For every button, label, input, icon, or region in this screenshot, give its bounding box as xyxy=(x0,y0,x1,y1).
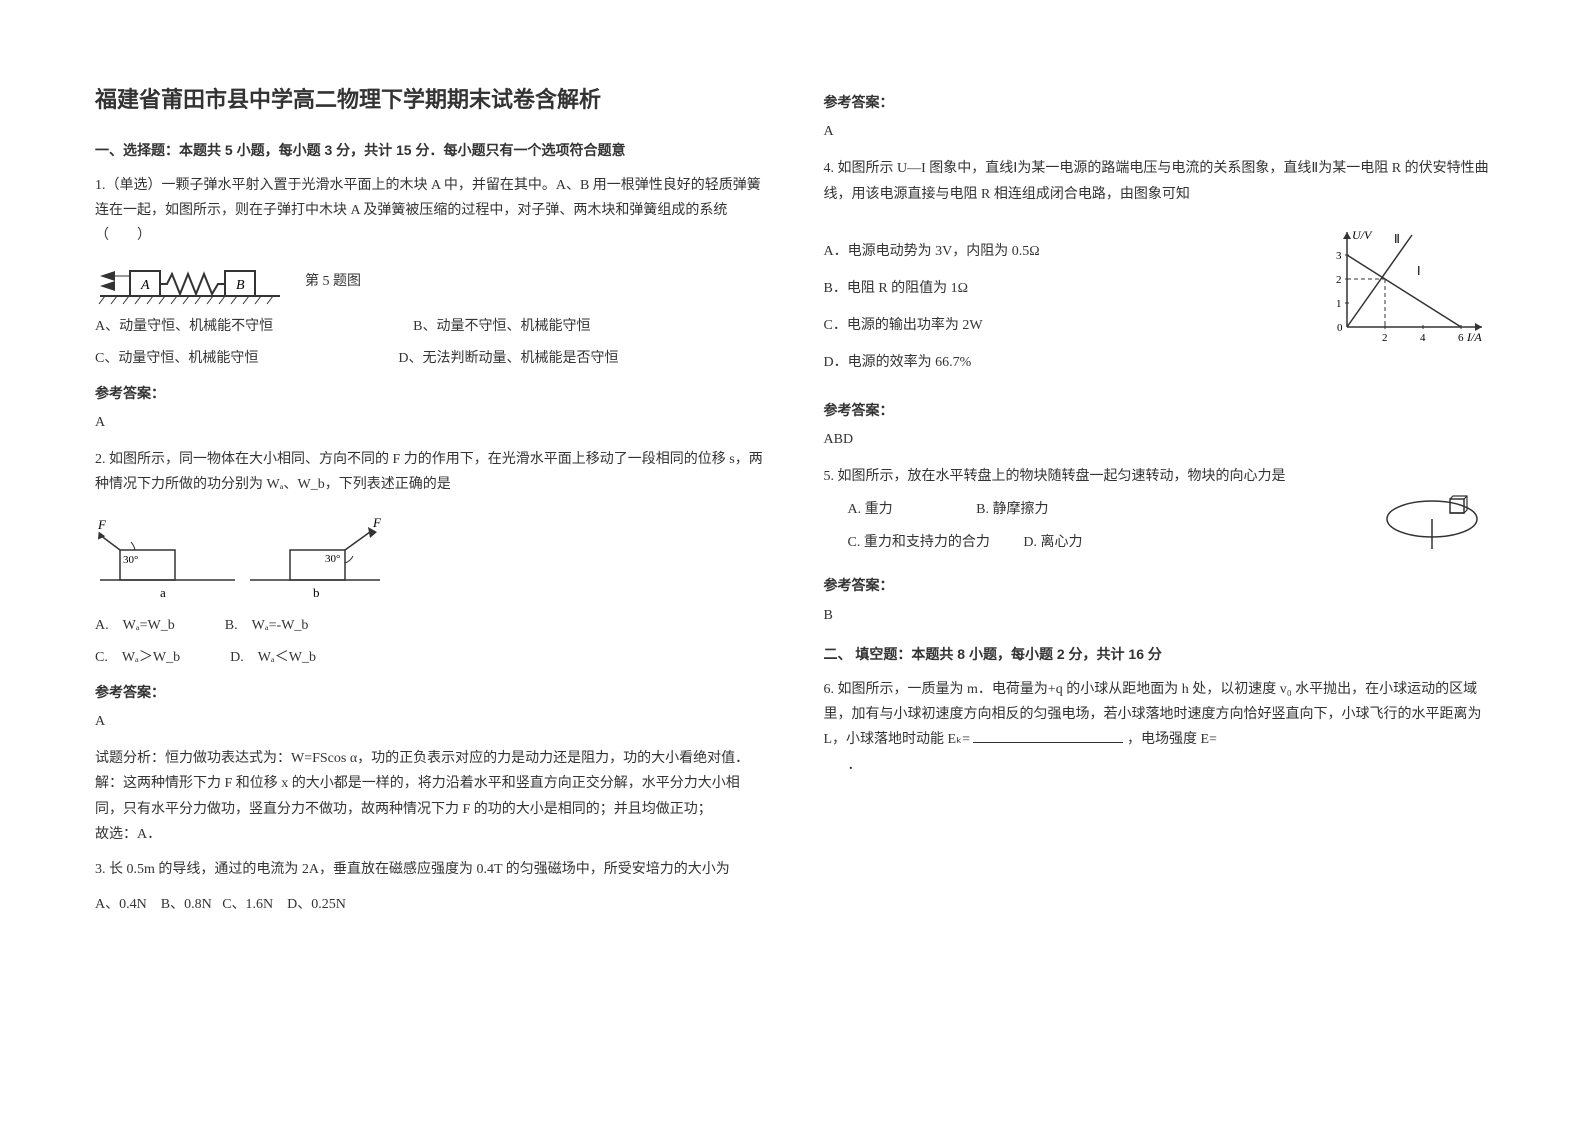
question-5: 5. 如图所示，放在水平转盘上的物块随转盘一起匀速转动，物块的向心力是 A. 重… xyxy=(824,464,1493,628)
q4-optC: C．电源的输出功率为 2W xyxy=(824,313,1311,338)
q1-stem: 1.（单选）一颗子弹水平射入置于光滑水平面上的木块 A 中，并留在其中。A、B … xyxy=(95,173,764,249)
q4-optD: D．电源的效率为 66.7% xyxy=(824,350,1311,375)
q2-optC: C. Wₐ＞W_b xyxy=(95,645,180,670)
section-2-heading: 二、 填空题：本题共 8 小题，每小题 2 分，共计 16 分 xyxy=(824,642,1493,667)
svg-text:0: 0 xyxy=(1337,322,1343,334)
q2-optD: D. Wₐ＜W_b xyxy=(230,645,316,670)
q5-optC: C. 重力和支持力的合力 xyxy=(848,535,990,550)
q3-answer-label: 参考答案： xyxy=(824,90,1493,115)
q2-stem: 2. 如图所示，同一物体在大小相同、方向不同的 F 力的作用下，在光滑水平面上移… xyxy=(95,447,764,497)
svg-text:1: 1 xyxy=(1336,298,1342,310)
svg-text:6: 6 xyxy=(1458,332,1464,344)
force-blocks-diagram: F 30° a F 30° b xyxy=(95,505,385,605)
q5-options-row1: A. 重力 B. 静摩擦力 xyxy=(824,497,1371,522)
q2-optB: B. Wₐ=-W_b xyxy=(225,613,309,638)
q3-options: A、0.4N B、0.8N C、1.6N D、0.25N xyxy=(95,892,764,917)
turntable-diagram xyxy=(1382,464,1492,554)
svg-text:F: F xyxy=(372,515,382,530)
q2-optA: A. Wₐ=W_b xyxy=(95,613,175,638)
q6-stem-b: ，电场强度 E= xyxy=(1127,732,1217,747)
q4-body: A．电源电动势为 3V，内阻为 0.5Ω B．电阻 R 的阻值为 1Ω C．电源… xyxy=(824,227,1493,388)
right-column: 参考答案： A 4. 如图所示 U—I 图象中，直线Ⅰ为某一电源的路端电压与电流… xyxy=(824,80,1493,927)
q5-body: 5. 如图所示，放在水平转盘上的物块随转盘一起匀速转动，物块的向心力是 A. 重… xyxy=(824,464,1493,564)
q2-options-row2: C. Wₐ＞W_b D. Wₐ＜W_b xyxy=(95,645,764,670)
q2-answer-label: 参考答案： xyxy=(95,680,764,705)
question-1: 1.（单选）一颗子弹水平射入置于光滑水平面上的木块 A 中，并留在其中。A、B … xyxy=(95,173,764,435)
svg-text:4: 4 xyxy=(1420,332,1426,344)
svg-text:3: 3 xyxy=(1336,250,1342,262)
x-axis-label: I/A xyxy=(1466,330,1482,344)
q2-analysis-line2: 解：这两种情形下力 F 和位移 x 的大小都是一样的，将力沿着水平和竖直方向正交… xyxy=(95,771,764,821)
q1-options-row1: A、动量守恒、机械能不守恒 B、动量不守恒、机械能守恒 xyxy=(95,314,764,339)
svg-text:A: A xyxy=(140,278,150,293)
q5-answer-label: 参考答案： xyxy=(824,573,1493,598)
q3-stem: 3. 长 0.5m 的导线，通过的电流为 2A，垂直放在磁感应强度为 0.4T … xyxy=(95,857,764,882)
q3-optB: B、0.8N xyxy=(161,897,212,912)
q1-optB: B、动量不守恒、机械能守恒 xyxy=(413,314,590,339)
svg-text:2: 2 xyxy=(1382,332,1388,344)
q5-optA: A. 重力 xyxy=(848,502,893,517)
page-title: 福建省莆田市县中学高二物理下学期期末试卷含解析 xyxy=(95,80,764,120)
svg-text:B: B xyxy=(236,278,245,293)
q4-optA: A．电源电动势为 3V，内阻为 0.5Ω xyxy=(824,239,1311,264)
q3-optC: C、1.6N xyxy=(222,897,273,912)
svg-text:b: b xyxy=(313,585,320,600)
svg-text:Ⅱ: Ⅱ xyxy=(1394,232,1400,246)
question-4: 4. 如图所示 U—I 图象中，直线Ⅰ为某一电源的路端电压与电流的关系图象，直线… xyxy=(824,156,1493,452)
q2-analysis-label: 试题分析： xyxy=(95,751,165,766)
question-6: 6. 如图所示，一质量为 m．电荷量为+q 的小球从距地面为 h 处，以初速度 … xyxy=(824,677,1493,778)
q2-analysis: 试题分析：恒力做功表达式为：W=FScos α，功的正负表示对应的力是动力还是阻… xyxy=(95,746,764,771)
q6-blank-1 xyxy=(973,729,1123,743)
q1-answer-label: 参考答案： xyxy=(95,381,764,406)
svg-text:a: a xyxy=(160,585,166,600)
spring-block-diagram: A B xyxy=(95,256,285,306)
question-3: 3. 长 0.5m 的导线，通过的电流为 2A，垂直放在磁感应强度为 0.4T … xyxy=(95,857,764,917)
q3-optA: A、0.4N xyxy=(95,897,147,912)
q1-optD: D、无法判断动量、机械能是否守恒 xyxy=(398,346,618,371)
q5-stem: 5. 如图所示，放在水平转盘上的物块随转盘一起匀速转动，物块的向心力是 xyxy=(824,464,1371,489)
q1-options-row2: C、动量守恒、机械能守恒 D、无法判断动量、机械能是否守恒 xyxy=(95,346,764,371)
q2-options-row1: A. Wₐ=W_b B. Wₐ=-W_b xyxy=(95,613,764,638)
q4-answer-label: 参考答案： xyxy=(824,398,1493,423)
q5-options-row2: C. 重力和支持力的合力 D. 离心力 xyxy=(824,530,1371,555)
y-axis-label: U/V xyxy=(1352,228,1373,242)
q1-optA: A、动量守恒、机械能不守恒 xyxy=(95,314,273,339)
q1-figure: A B 第 5 题图 xyxy=(95,256,764,306)
q4-answer: ABD xyxy=(824,427,1493,452)
svg-text:Ⅰ: Ⅰ xyxy=(1417,264,1421,278)
q1-answer: A xyxy=(95,410,764,435)
section-1-heading: 一、选择题：本题共 5 小题，每小题 3 分，共计 15 分．每小题只有一个选项… xyxy=(95,138,764,163)
q2-figure: F 30° a F 30° b xyxy=(95,505,764,605)
svg-text:30°: 30° xyxy=(123,554,138,566)
q1-optC: C、动量守恒、机械能守恒 xyxy=(95,346,258,371)
q5-optB: B. 静摩擦力 xyxy=(976,502,1048,517)
q5-answer: B xyxy=(824,603,1493,628)
q5-optD: D. 离心力 xyxy=(1023,535,1082,550)
svg-text:2: 2 xyxy=(1336,274,1342,286)
q2-answer: A xyxy=(95,709,764,734)
svg-text:30°: 30° xyxy=(325,553,340,565)
question-2: 2. 如图所示，同一物体在大小相同、方向不同的 F 力的作用下，在光滑水平面上移… xyxy=(95,447,764,847)
q6-stem-c: ． xyxy=(848,753,1493,778)
q2-analysis-line1: 恒力做功表达式为：W=FScos α，功的正负表示对应的力是动力还是阻力，功的大… xyxy=(165,751,749,766)
q4-optB: B．电阻 R 的阻值为 1Ω xyxy=(824,276,1311,301)
ui-graph: U/V I/A 0 1 2 3 2 4 6 Ⅰ Ⅱ xyxy=(1322,227,1492,347)
q1-figure-caption: 第 5 题图 xyxy=(305,269,361,294)
q3-optD: D、0.25N xyxy=(287,897,346,912)
q4-options: A．电源电动势为 3V，内阻为 0.5Ω B．电阻 R 的阻值为 1Ω C．电源… xyxy=(824,227,1311,388)
q2-analysis-line3: 故选：A． xyxy=(95,822,764,847)
left-column: 福建省莆田市县中学高二物理下学期期末试卷含解析 一、选择题：本题共 5 小题，每… xyxy=(95,80,764,927)
q4-stem: 4. 如图所示 U—I 图象中，直线Ⅰ为某一电源的路端电压与电流的关系图象，直线… xyxy=(824,156,1493,206)
svg-text:F: F xyxy=(97,517,107,532)
q3-answer: A xyxy=(824,119,1493,144)
